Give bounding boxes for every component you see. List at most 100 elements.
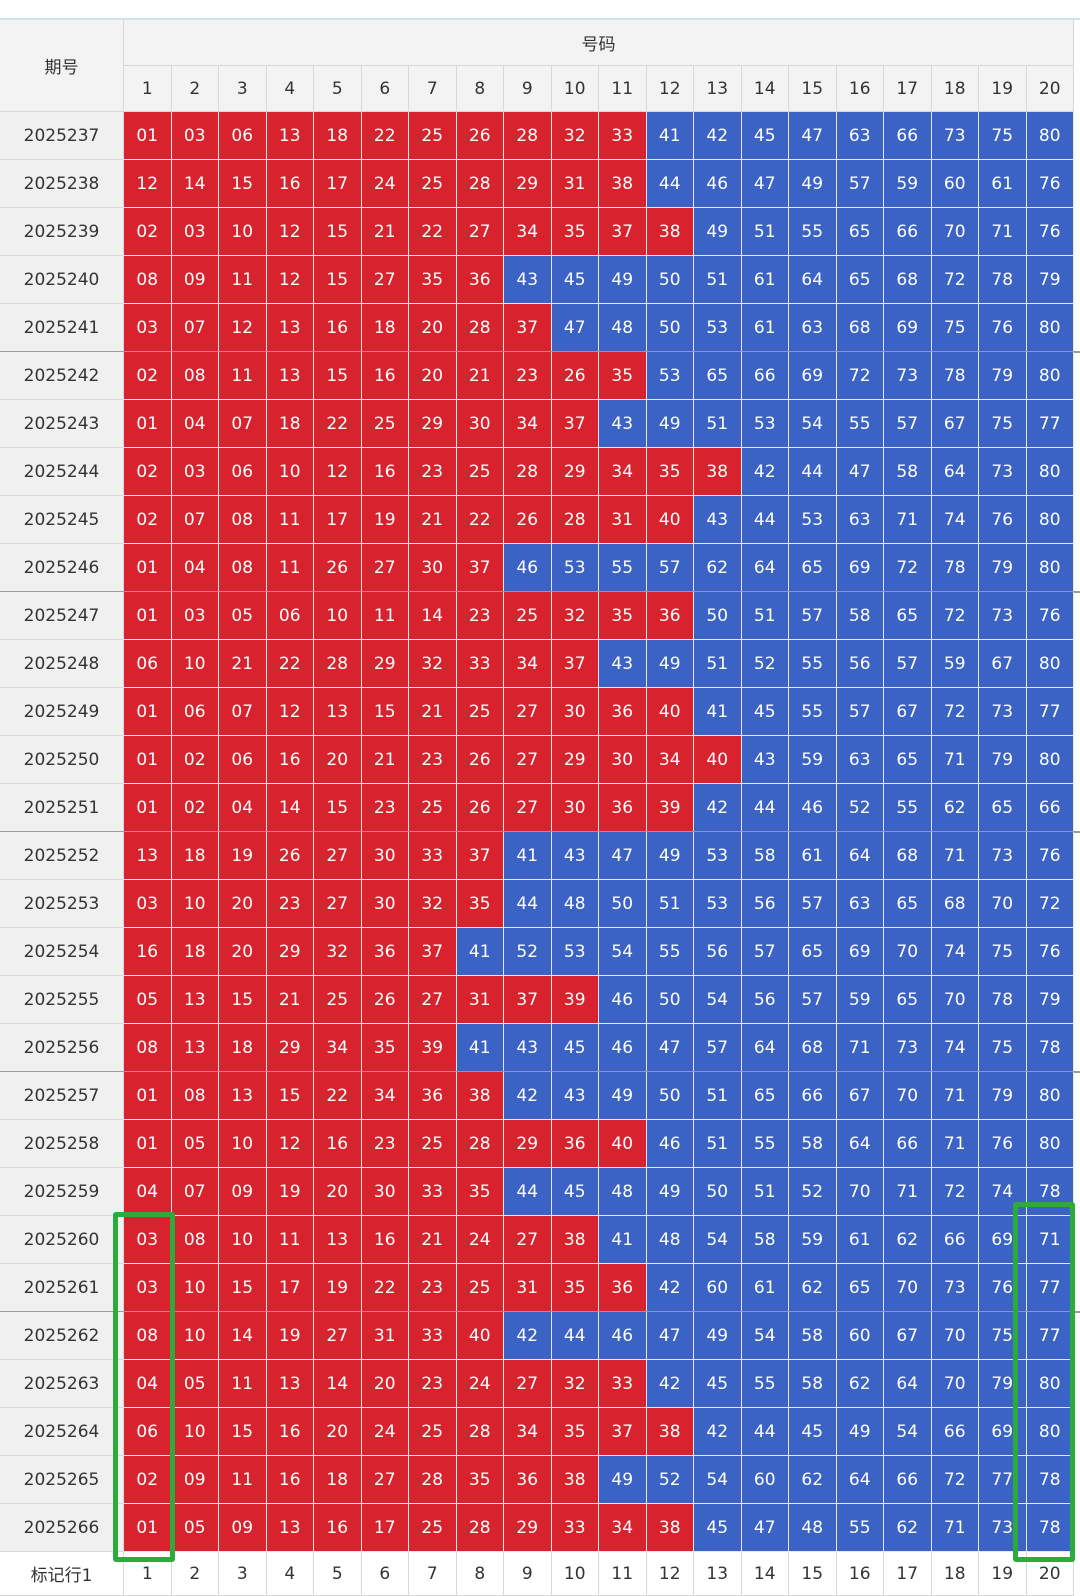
number-cell: 53 (646, 352, 694, 400)
number-cell: 31 (504, 1264, 552, 1312)
number-cell: 25 (456, 1264, 504, 1312)
number-cell: 77 (1026, 688, 1074, 736)
number-cell: 62 (931, 784, 979, 832)
number-cell: 53 (694, 832, 742, 880)
number-cell: 48 (646, 1216, 694, 1264)
number-cell: 22 (266, 640, 314, 688)
number-cell: 80 (1026, 1360, 1074, 1408)
number-cell: 16 (124, 928, 172, 976)
number-cell: 69 (789, 352, 837, 400)
number-cell: 30 (409, 544, 457, 592)
number-cell: 76 (979, 496, 1027, 544)
column-header: 11 (599, 66, 647, 112)
number-cell: 43 (694, 496, 742, 544)
number-cell: 67 (931, 400, 979, 448)
number-cell: 16 (314, 1120, 362, 1168)
number-cell: 11 (219, 256, 267, 304)
number-cell: 13 (266, 304, 314, 352)
number-cell: 49 (694, 1312, 742, 1360)
number-cell: 12 (314, 448, 362, 496)
number-cell: 31 (599, 496, 647, 544)
number-cell: 21 (219, 640, 267, 688)
number-cell: 25 (409, 784, 457, 832)
period: 2025266 (0, 1504, 124, 1552)
number-cell: 05 (171, 1120, 219, 1168)
period: 2025248 (0, 640, 124, 688)
number-cell: 42 (694, 784, 742, 832)
number-cell: 76 (979, 304, 1027, 352)
number-cell: 74 (931, 928, 979, 976)
number-cell: 51 (694, 640, 742, 688)
number-cell: 80 (1026, 304, 1074, 352)
number-cell: 37 (599, 1408, 647, 1456)
number-cell: 62 (884, 1504, 932, 1552)
period: 2025239 (0, 208, 124, 256)
number-cell: 58 (741, 1216, 789, 1264)
number-cell: 34 (599, 1504, 647, 1552)
number-cell: 10 (314, 592, 362, 640)
number-cell: 29 (266, 928, 314, 976)
number-cell: 33 (599, 1360, 647, 1408)
number-cell: 16 (314, 304, 362, 352)
number-cell: 16 (266, 1456, 314, 1504)
column-header: 4 (266, 66, 314, 112)
number-cell: 61 (741, 256, 789, 304)
number-cell: 33 (599, 112, 647, 160)
number-cell: 70 (931, 976, 979, 1024)
column-header: 9 (504, 66, 552, 112)
number-cell: 72 (884, 544, 932, 592)
number-cell: 67 (836, 1072, 884, 1120)
number-cell: 70 (931, 1312, 979, 1360)
number-cell: 57 (789, 592, 837, 640)
number-cell: 21 (409, 1216, 457, 1264)
column-header: 7 (409, 66, 457, 112)
number-cell: 22 (361, 112, 409, 160)
number-cell: 44 (789, 448, 837, 496)
number-cell: 50 (646, 1072, 694, 1120)
number-cell: 79 (1026, 256, 1074, 304)
number-cell: 70 (979, 880, 1027, 928)
column-header: 1 (124, 66, 172, 112)
number-cell: 16 (266, 1408, 314, 1456)
number-cell: 16 (314, 1504, 362, 1552)
period: 2025255 (0, 976, 124, 1024)
number-cell: 27 (504, 1216, 552, 1264)
number-cell: 57 (789, 880, 837, 928)
number-cell: 40 (694, 736, 742, 784)
number-cell: 54 (884, 1408, 932, 1456)
number-cell: 50 (694, 592, 742, 640)
number-cell: 01 (124, 400, 172, 448)
number-cell: 50 (694, 1168, 742, 1216)
number-cell: 10 (171, 1312, 219, 1360)
number-cell: 36 (599, 784, 647, 832)
column-header: 15 (789, 66, 837, 112)
number-cell: 27 (409, 976, 457, 1024)
number-cell: 10 (219, 208, 267, 256)
number-cell: 04 (219, 784, 267, 832)
number-cell: 14 (314, 1360, 362, 1408)
number-cell: 67 (884, 1312, 932, 1360)
number-cell: 27 (314, 1312, 362, 1360)
number-cell: 24 (361, 160, 409, 208)
number-cell: 51 (694, 256, 742, 304)
number-cell: 16 (361, 448, 409, 496)
number-cell: 49 (646, 1168, 694, 1216)
number-cell: 44 (646, 160, 694, 208)
number-cell: 26 (314, 544, 362, 592)
period: 2025237 (0, 112, 124, 160)
number-cell: 13 (314, 1216, 362, 1264)
number-cell: 48 (599, 1168, 647, 1216)
number-cell: 23 (409, 1360, 457, 1408)
number-cell: 68 (884, 256, 932, 304)
numbers-header: 号码 (124, 20, 1074, 66)
number-cell: 35 (551, 1264, 599, 1312)
number-cell: 49 (646, 640, 694, 688)
number-cell: 66 (931, 1216, 979, 1264)
number-cell: 66 (789, 1072, 837, 1120)
footer-column: 10 (551, 1552, 599, 1596)
number-cell: 46 (504, 544, 552, 592)
number-cell: 60 (931, 160, 979, 208)
number-cell: 67 (884, 688, 932, 736)
number-cell: 55 (646, 928, 694, 976)
number-cell: 80 (1026, 112, 1074, 160)
